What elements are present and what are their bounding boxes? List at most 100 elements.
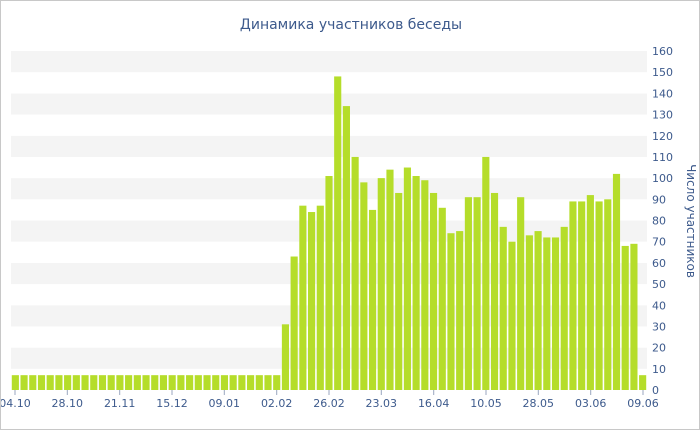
bar — [368, 209, 377, 390]
grid-band — [11, 135, 647, 157]
bar — [316, 205, 324, 390]
bar — [186, 375, 194, 390]
bar — [438, 207, 446, 390]
y-tick-label: 160 — [652, 45, 673, 58]
x-tick-label: 04.10 — [1, 397, 31, 410]
x-tick-label: 21.11 — [104, 397, 136, 410]
x-tick-label: 15.12 — [156, 397, 188, 410]
y-tick-label: 130 — [652, 109, 673, 122]
bar — [308, 212, 316, 390]
bar — [177, 375, 185, 390]
bar — [229, 375, 237, 390]
bar — [273, 375, 281, 390]
bar — [299, 205, 307, 390]
y-tick-label: 40 — [652, 299, 666, 312]
y-tick-label: 110 — [652, 151, 673, 164]
bar — [151, 375, 159, 390]
bar — [290, 256, 298, 390]
x-tick-label: 28.10 — [52, 397, 84, 410]
bar — [456, 231, 464, 390]
x-tick-label: 23.03 — [366, 397, 398, 410]
bar — [595, 201, 603, 390]
bar — [81, 375, 89, 390]
bar — [403, 167, 411, 390]
x-tick-label: 10.05 — [470, 397, 502, 410]
y-tick-label: 70 — [652, 236, 666, 249]
bar — [203, 375, 211, 390]
bar — [490, 192, 499, 390]
grid-band — [11, 114, 647, 136]
bar — [464, 197, 472, 390]
bar — [499, 226, 507, 390]
bar — [37, 375, 46, 390]
bar — [334, 76, 342, 391]
x-tick-label: 02.02 — [261, 397, 293, 410]
y-tick-label: 20 — [652, 342, 666, 355]
bar — [342, 106, 350, 390]
bar — [90, 375, 98, 390]
x-tick-label: 28.05 — [523, 397, 555, 410]
bar — [281, 324, 290, 390]
bar — [247, 375, 255, 390]
bar — [534, 231, 542, 390]
bar — [133, 375, 141, 390]
y-axis-label: Число участников — [684, 164, 698, 278]
bar — [325, 176, 333, 390]
x-tick-label: 09.01 — [209, 397, 241, 410]
bar — [168, 375, 176, 390]
bar — [220, 375, 229, 390]
bar — [386, 169, 394, 390]
y-tick-label: 120 — [652, 130, 673, 143]
bar — [107, 375, 115, 390]
bar — [429, 192, 438, 390]
bar — [238, 375, 246, 390]
bar — [64, 375, 72, 390]
bar — [116, 375, 124, 390]
bar — [395, 192, 403, 390]
bar — [55, 375, 63, 390]
bar — [20, 375, 28, 390]
bar — [560, 226, 568, 390]
bar — [255, 375, 263, 390]
x-tick-label: 09.06 — [627, 397, 659, 410]
bar — [159, 375, 168, 390]
bar — [212, 375, 220, 390]
y-tick-label: 80 — [652, 215, 666, 228]
y-tick-label: 140 — [652, 87, 673, 100]
grid-band — [11, 72, 647, 94]
bar — [125, 375, 133, 390]
bar — [543, 237, 551, 390]
bar — [360, 182, 368, 390]
grid-band — [11, 51, 647, 73]
x-axis-ticks: 04.10 28.10 21.11 15.12 09.01 02.02 26.02 23.03… — [1, 390, 659, 410]
bar — [194, 375, 202, 390]
bar — [412, 176, 420, 390]
bar — [630, 243, 638, 390]
bar — [482, 156, 490, 390]
bar — [72, 375, 80, 390]
bar — [517, 197, 525, 390]
bar — [578, 201, 586, 390]
y-tick-label: 90 — [652, 193, 666, 206]
y-tick-label: 30 — [652, 320, 666, 333]
bar — [639, 375, 647, 390]
bar — [421, 180, 429, 390]
bar — [264, 375, 272, 390]
bar — [586, 195, 594, 390]
x-tick-label: 26.02 — [313, 397, 345, 410]
x-tick-label: 03.06 — [575, 397, 607, 410]
bar — [29, 375, 37, 390]
bar — [46, 375, 54, 390]
y-tick-label: 0 — [652, 384, 659, 397]
bar — [11, 375, 19, 390]
chart-title: Динамика участников беседы — [240, 17, 462, 33]
bar — [351, 156, 359, 390]
y-tick-label: 50 — [652, 278, 666, 291]
bars — [11, 76, 647, 391]
bar — [508, 241, 516, 390]
bar — [142, 375, 150, 390]
y-tick-label: 60 — [652, 257, 666, 270]
bar — [377, 178, 385, 391]
